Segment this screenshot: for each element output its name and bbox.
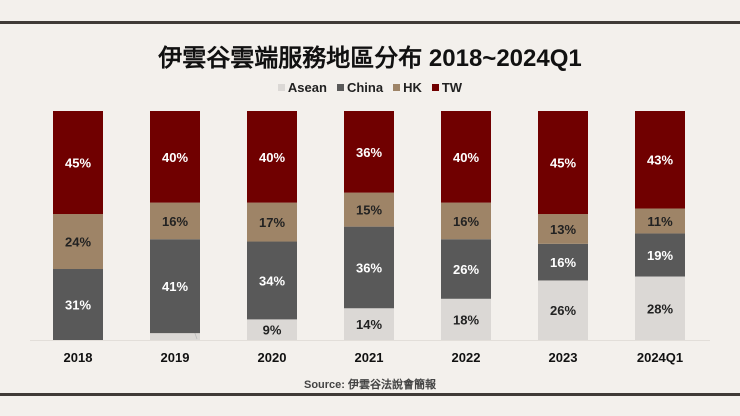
data-label: 45% <box>550 156 576 171</box>
data-label: 18% <box>453 312 479 327</box>
bar-hk-2022 <box>441 202 491 240</box>
legend-swatch <box>277 84 285 91</box>
top-rule <box>0 21 740 24</box>
bar-tw-2021 <box>344 111 394 193</box>
bar-asean-2024Q1 <box>635 276 685 340</box>
data-label: 24% <box>65 235 91 250</box>
data-label: 11% <box>647 214 673 229</box>
x-tick-label: 2018 <box>64 350 93 365</box>
x-tick-label: 2023 <box>549 350 578 365</box>
bar-hk-2023 <box>538 214 588 244</box>
x-tick-label: 2024Q1 <box>637 350 683 365</box>
legend-label: TW <box>441 80 463 95</box>
bar-asean-2021 <box>344 308 394 340</box>
data-label: 16% <box>453 214 479 229</box>
bar-tw-2018 <box>53 111 103 215</box>
bar-tw-2022 <box>441 111 491 203</box>
bar-tw-2024Q1 <box>635 111 685 209</box>
bar-asean-2020 <box>247 319 297 340</box>
legend-label: Asean <box>287 80 327 95</box>
bar-tw-2019 <box>150 111 200 203</box>
data-label: 26% <box>453 262 479 277</box>
data-label: 31% <box>65 298 91 313</box>
legend-label: China <box>346 80 384 95</box>
source-note: Source: 伊雲谷法說會簡報 <box>303 379 436 391</box>
bar-china-2021 <box>344 226 394 309</box>
bar-asean-2022 <box>441 298 491 340</box>
legend-label: HK <box>403 80 422 95</box>
data-label: 43% <box>647 153 673 168</box>
data-label: 34% <box>259 273 285 288</box>
x-tick-label: 2019 <box>161 350 190 365</box>
x-tick-label: 2022 <box>452 350 481 365</box>
bar-china-2020 <box>247 241 297 320</box>
data-label: 19% <box>647 248 673 263</box>
data-label: 28% <box>647 301 673 316</box>
legend-item-china: China <box>336 80 384 95</box>
bar-hk-2021 <box>344 192 394 227</box>
bar-china-2022 <box>441 239 491 299</box>
data-label: 40% <box>453 150 479 165</box>
bar-china-2018 <box>53 269 103 340</box>
bar-china-2019 <box>150 239 200 334</box>
data-label: 26% <box>550 303 576 318</box>
data-label: 45% <box>65 156 91 171</box>
bar-hk-2019 <box>150 202 200 240</box>
bar-tw-2020 <box>247 111 297 203</box>
data-label: 15% <box>356 203 382 218</box>
legend-swatch <box>393 84 401 91</box>
bar-hk-2018 <box>53 214 103 270</box>
data-label: 13% <box>550 222 576 237</box>
chart-title: 伊雲谷雲端服務地區分布 2018~2024Q1 <box>158 45 582 72</box>
data-label: 14% <box>356 317 382 332</box>
bar-hk-2024Q1 <box>635 208 685 234</box>
legend: Asean China HK TW <box>0 80 740 95</box>
data-label: 16% <box>162 214 188 229</box>
bar-china-2023 <box>538 243 588 281</box>
bar-asean-2023 <box>538 280 588 340</box>
bar-china-2024Q1 <box>635 233 685 277</box>
data-label: 40% <box>259 150 285 165</box>
data-label: 41% <box>162 279 188 294</box>
legend-item-tw: TW <box>431 80 463 95</box>
data-label: 36% <box>356 260 382 275</box>
legend-item-asean: Asean <box>277 80 327 95</box>
data-label: 9% <box>263 323 282 338</box>
x-tick-label: 2021 <box>355 350 384 365</box>
data-label: 17% <box>259 215 285 230</box>
bar-tw-2023 <box>538 111 588 215</box>
legend-item-hk: HK <box>393 80 422 95</box>
data-label: 16% <box>550 255 576 270</box>
x-tick-label: 2020 <box>258 350 287 365</box>
bar-hk-2020 <box>247 202 297 242</box>
legend-swatch <box>431 84 439 91</box>
bar-asean-2019 <box>150 333 200 340</box>
bottom-rule <box>0 393 740 396</box>
data-label: 36% <box>356 145 382 160</box>
legend-swatch <box>336 84 344 91</box>
data-label: 40% <box>162 150 188 165</box>
